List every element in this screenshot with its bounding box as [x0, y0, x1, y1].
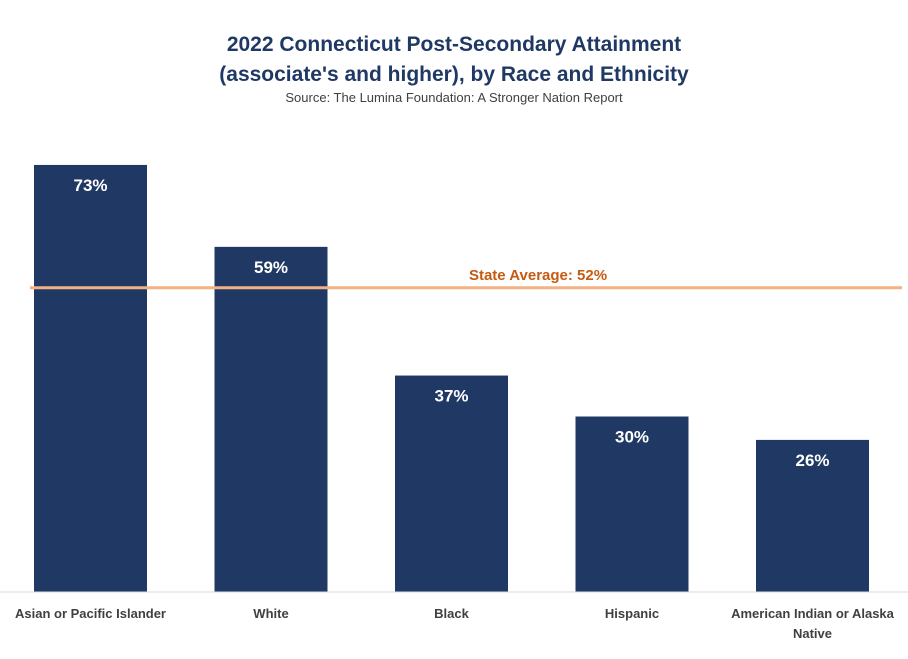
category-label-0: Asian or Pacific Islander [15, 606, 166, 621]
bar-0 [34, 164, 147, 592]
bar-value-label-1: 59% [254, 258, 288, 277]
category-label-3: Hispanic [605, 606, 659, 621]
category-label-4-line-2: Native [793, 626, 832, 641]
chart-title-line-1: 2022 Connecticut Post-Secondary Attainme… [226, 33, 682, 56]
chart-title-line-2: (associate's and higher), by Race and Et… [219, 63, 689, 86]
chart-subtitle: Source: The Lumina Foundation: A Stronge… [285, 90, 623, 105]
category-label-1: White [253, 606, 288, 621]
bar-3 [575, 416, 689, 592]
state-average-label: State Average: 52% [469, 267, 607, 284]
bar-2 [395, 375, 508, 592]
bar-value-label-3: 30% [615, 428, 649, 447]
bars-layer: 73% 59% 37% 30% 26% [34, 164, 869, 592]
chart-title: 2022 Connecticut Post-Secondary Attainme… [0, 30, 908, 90]
category-label-2: Black [434, 606, 469, 621]
category-label-4: American Indian or Alaska [731, 606, 895, 621]
bar-1 [214, 246, 328, 592]
bar-value-label-0: 73% [73, 176, 107, 195]
bar-4 [756, 439, 869, 592]
category-labels: Asian or Pacific Islander White Black Hispa… [15, 606, 895, 641]
bar-value-label-2: 37% [434, 387, 468, 406]
bar-value-label-4: 26% [795, 451, 829, 470]
